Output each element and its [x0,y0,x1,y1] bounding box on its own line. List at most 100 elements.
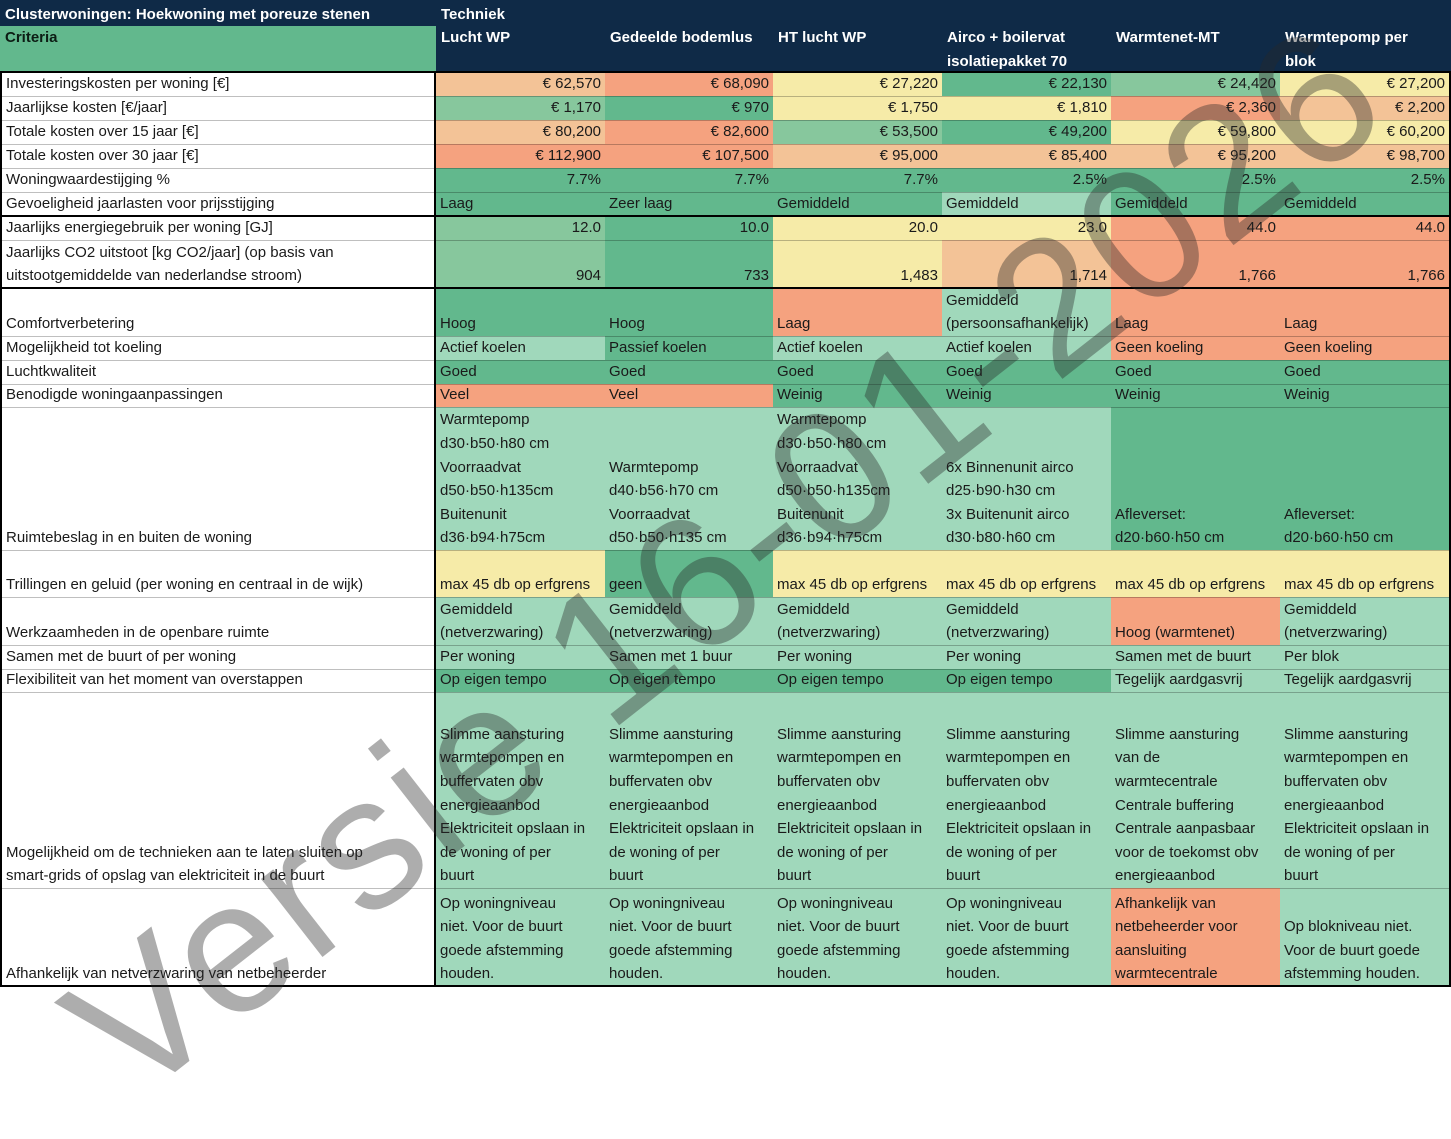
value-cell-line: goede afstemming [777,941,901,959]
column-header-line: isolatiepakket 70 [947,52,1068,70]
value-cell: 10.0 [605,216,773,240]
value-cell: Gemiddeld (netverzwaring) [773,597,942,645]
value-cell-line: Goed [440,363,477,381]
value-cell-line: € 1,170 [550,99,601,117]
value-cell-line: Gemiddeld [609,600,682,618]
value-cell-line: d30·b50·h80 cm [440,435,550,453]
value-cell-line: Goed [946,363,983,381]
value-cell: Goed [1111,360,1280,384]
value-cell-line: (netverzwaring) [609,624,713,642]
value-cell-line: houden. [946,965,1001,983]
value-cell-line: € 95,000 [879,147,938,165]
value-cell-line: (netverzwaring) [777,624,881,642]
value-cell: € 98,700 [1280,144,1451,168]
value-cell: Afleverset: d20·b60·h50 cm [1111,407,1280,550]
value-cell-line: € 27,220 [879,75,938,93]
value-cell: Hoog [605,288,773,336]
row-label: Comfortverbetering [0,288,436,336]
value-cell-line: d30·b50·h80 cm [777,435,887,453]
value-cell-line: € 2,360 [1225,99,1276,117]
value-cell: € 49,200 [942,120,1111,144]
row-label: Totale kosten over 15 jaar [€] [0,120,436,144]
value-cell-line: Afhankelijk van [1115,894,1216,912]
value-cell-line: Op blokniveau niet. [1284,918,1413,936]
value-cell-line: € 80,200 [542,123,601,141]
value-cell-line: Op woningniveau [609,894,725,912]
value-cell: Actief koelen [773,336,942,360]
row-label: Afhankelijk van netverzwaring van netbeh… [0,888,436,986]
column-header-5: Warmtenet-MT [1111,26,1280,72]
value-cell: Geen koeling [1111,336,1280,360]
value-cell-line: Goed [777,363,814,381]
value-cell: € 80,200 [436,120,605,144]
value-cell-line: Weinig [1284,386,1330,404]
value-cell: € 68,090 [605,72,773,96]
value-cell-line: Elektriciteit opslaan in [609,820,755,838]
value-cell: Weinig [1280,384,1451,407]
value-cell-line: 1,766 [1238,267,1276,285]
value-cell-line: 44.0 [1415,219,1445,237]
value-cell-line: buffervaten obv [1284,773,1388,791]
techniek-header-text: Techniek [441,6,505,23]
value-cell-line: energieaanbod [777,796,878,814]
value-cell: € 970 [605,96,773,120]
value-cell-line: Voorraadvat [440,458,521,476]
row-label: Werkzaamheden in de openbare ruimte [0,597,436,645]
row-label: Luchtkwaliteit [0,360,436,384]
value-cell: Geen koeling [1280,336,1451,360]
value-cell-line: € 59,800 [1217,123,1276,141]
value-cell-line: Slimme aansturing [1115,725,1240,743]
row-label-line: Jaarlijks CO2 uitstoot [kg CO2/jaar] (op… [6,243,334,261]
value-cell-line: Op woningniveau [440,894,556,912]
value-cell-line: 2.5% [1241,171,1276,189]
row-label: Trillingen en geluid (per woning en cent… [0,550,436,597]
value-cell-line: Weinig [946,386,992,404]
value-cell: € 107,500 [605,144,773,168]
value-cell-line: € 95,200 [1217,147,1276,165]
value-cell-line: de woning of per [946,843,1057,861]
value-cell-line: (netverzwaring) [1284,624,1388,642]
value-cell-line: € 60,200 [1386,123,1445,141]
row-label: Benodigde woningaanpassingen [0,384,436,407]
value-cell-line: Samen met 1 buur [609,648,733,666]
value-cell: Slimme aansturing warmtepompen en bufferva… [773,692,942,888]
value-cell: Weinig [773,384,942,407]
column-header-1: Lucht WP [436,26,605,72]
row-label-line: Totale kosten over 15 jaar [€] [6,123,199,141]
value-cell-line: Actief koelen [946,339,1032,357]
value-cell: Tegelijk aardgasvrij [1111,669,1280,692]
value-cell-line: Goed [1115,363,1152,381]
value-cell-line: de woning of per [777,843,888,861]
value-cell: 23.0 [942,216,1111,240]
value-cell: € 60,200 [1280,120,1451,144]
value-cell-line: d50·b50·h135cm [777,482,891,500]
value-cell-line: € 49,200 [1048,123,1107,141]
value-cell-line: de woning of per [440,843,551,861]
value-cell-line: buurt [440,867,475,885]
value-cell-line: d20·b60·h50 cm [1284,529,1394,547]
value-cell: € 1,810 [942,96,1111,120]
value-cell-line: Op woningniveau [946,894,1062,912]
value-cell: Slimme aansturing warmtepompen en bufferva… [436,692,605,888]
value-cell-line: € 970 [731,99,769,117]
row-label: Flexibiliteit van het moment van oversta… [0,669,436,692]
row-label-line: Comfortverbetering [6,315,135,333]
value-cell-line: € 85,400 [1048,147,1107,165]
value-cell-line: geen [609,576,643,594]
value-cell: € 53,500 [773,120,942,144]
value-cell-line: Weinig [777,386,823,404]
value-cell: Weinig [1111,384,1280,407]
value-cell: 2.5% [942,168,1111,192]
value-cell-line: voor de toekomst obv [1115,843,1259,861]
value-cell-line: Op eigen tempo [946,671,1053,689]
column-header-line: HT lucht WP [778,29,867,46]
value-cell: Laag [773,288,942,336]
value-cell: 1,766 [1280,240,1451,288]
value-cell: € 1,750 [773,96,942,120]
row-label-line: Werkzaamheden in de openbare ruimte [6,624,270,642]
column-header-4: Airco + boilervat isolatiepakket 70 [942,26,1111,72]
value-cell-line: Slimme aansturing [777,725,902,743]
value-cell: Op eigen tempo [942,669,1111,692]
value-cell: 1,483 [773,240,942,288]
value-cell-line: niet. Voor de buurt [440,918,563,936]
